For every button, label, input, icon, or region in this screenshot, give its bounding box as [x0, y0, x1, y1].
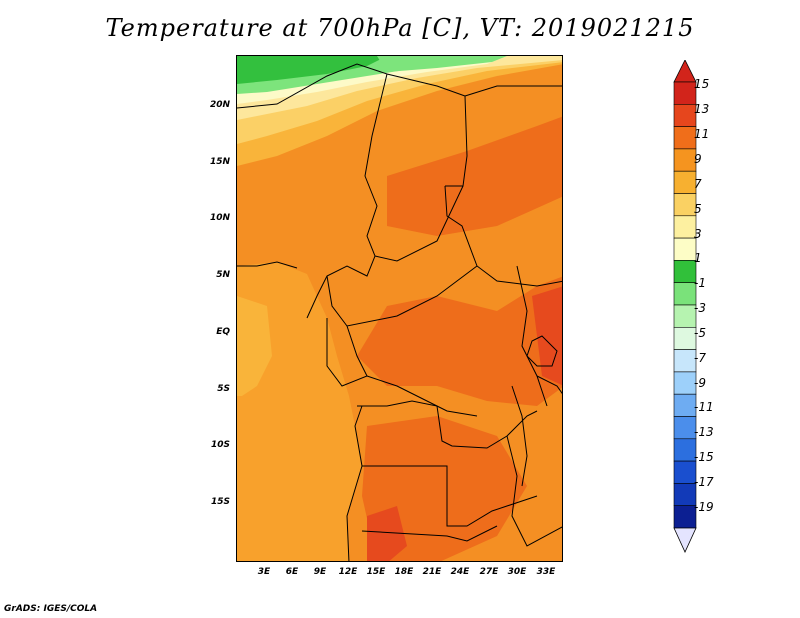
lon-tick-label: 30E [507, 567, 527, 577]
colorbar-swatch [673, 282, 697, 306]
lat-tick-label: 10S [210, 440, 230, 450]
lon-tick-label: 27E [479, 567, 499, 577]
lon-tick-label: 12E [338, 567, 358, 577]
country-border [326, 318, 368, 387]
colorbar-swatch [673, 148, 697, 172]
lon-tick-label: 3E [257, 567, 271, 577]
colorbar-label: 7 [694, 176, 702, 191]
colorbar-swatch [673, 260, 697, 283]
colorbar-label: -11 [694, 400, 714, 415]
temperature-map [237, 56, 562, 561]
colorbar-label: 9 [694, 152, 702, 167]
lon-tick-label: 15E [366, 567, 386, 577]
lon-tick-label: 24E [450, 567, 470, 577]
colorbar [673, 60, 697, 553]
lon-tick-label: 33E [536, 567, 556, 577]
colorbar-top-arrow [673, 60, 697, 83]
lon-tick-label: 18E [394, 567, 414, 577]
lat-tick-label: 20N [209, 100, 230, 110]
colorbar-swatch [673, 371, 697, 395]
colorbar-swatch [673, 170, 697, 194]
lon-tick-label: 9E [313, 567, 327, 577]
temperature-field [237, 56, 562, 561]
field-hot-central [357, 276, 562, 406]
country-border [506, 435, 562, 547]
grads-credit: GrADS: IGES/COLA [4, 604, 98, 614]
lat-tick-label: 15S [210, 497, 230, 507]
colorbar-label: 1 [694, 251, 702, 266]
colorbar-label: -3 [694, 301, 706, 316]
colorbar-swatch [673, 237, 697, 261]
colorbar-label: -7 [694, 350, 706, 365]
country-border [374, 185, 464, 262]
colorbar-label: 5 [694, 201, 702, 216]
field-hot-north [387, 116, 562, 236]
lat-tick-label: 5S [217, 384, 230, 394]
lat-tick-label: 10N [209, 213, 230, 223]
country-border [357, 400, 538, 449]
colorbar-label: 11 [694, 127, 710, 142]
field-hot-south [362, 416, 527, 561]
lon-tick-label: 6E [285, 567, 299, 577]
chart-title: Temperature at 700hPa [C], VT: 201902121… [105, 14, 695, 42]
colorbar-label: 15 [694, 77, 710, 92]
field-band-green [237, 56, 387, 84]
lat-tick-label: 5N [216, 270, 230, 280]
colorbar-label: 13 [694, 102, 710, 117]
colorbar-swatch [673, 349, 697, 373]
colorbar-swatch [673, 483, 697, 506]
colorbar-swatch [673, 193, 697, 217]
country-border [237, 63, 468, 187]
country-border [526, 335, 558, 367]
country-border [237, 261, 298, 269]
lat-tick-label: 15N [209, 157, 230, 167]
colorbar-label: -5 [694, 325, 706, 340]
colorbar-label: -17 [694, 475, 714, 490]
colorbar-label: -13 [694, 425, 714, 440]
country-border [326, 265, 478, 327]
lon-tick-label: 21E [422, 567, 442, 577]
lat-tick-label: EQ [216, 327, 230, 337]
country-border [362, 465, 538, 527]
country-border [464, 85, 562, 97]
country-border [511, 385, 528, 487]
colorbar-swatch [673, 393, 697, 417]
colorbar-swatch [673, 460, 697, 484]
field-hottest-east [532, 286, 562, 386]
colorbar-swatch [673, 416, 697, 440]
colorbar-bottom-arrow [673, 527, 697, 553]
country-border [536, 375, 562, 395]
colorbar-swatch [673, 326, 697, 350]
country-borders [237, 63, 562, 561]
colorbar-label: -15 [694, 450, 714, 465]
colorbar-label: -9 [694, 375, 706, 390]
colorbar-label: -19 [694, 499, 714, 514]
colorbar-swatch [673, 438, 697, 462]
field-band-lightgreen-east [377, 56, 507, 72]
colorbar-swatch [673, 81, 697, 105]
field-hottest-south [367, 506, 407, 561]
map-frame [236, 55, 563, 562]
country-border [361, 525, 498, 542]
country-border [516, 265, 548, 407]
colorbar-swatch [673, 215, 697, 239]
colorbar-label: -1 [694, 276, 706, 291]
colorbar-swatch [673, 304, 697, 328]
colorbar-swatch [673, 126, 697, 150]
colorbar-swatch [673, 103, 697, 127]
colorbar-label: 3 [694, 226, 702, 241]
colorbar-swatch [673, 505, 697, 529]
field-ocean-mild [237, 296, 272, 396]
